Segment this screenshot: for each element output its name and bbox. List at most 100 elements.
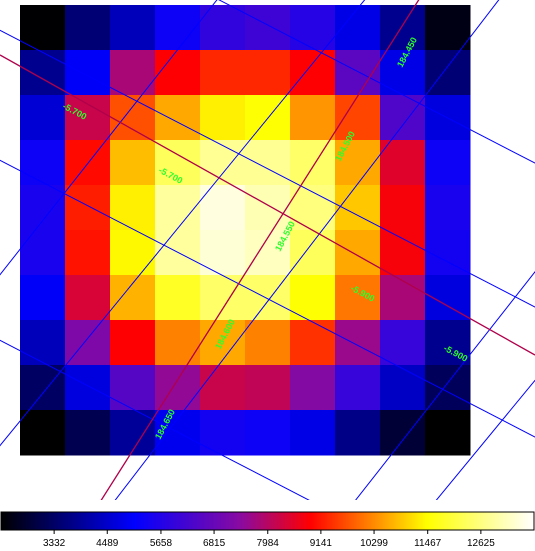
heatmap-cell (65, 365, 111, 411)
heatmap-cell (200, 230, 246, 276)
ra-gridline (355, 271, 535, 500)
heatmap-cell (20, 275, 66, 321)
heatmap-cell (245, 320, 291, 366)
heatmap-cell (65, 95, 111, 141)
heatmap-cell (110, 140, 156, 186)
heatmap-cell (425, 410, 471, 456)
heatmap-cell (200, 50, 246, 96)
heatmap-cell (20, 230, 66, 276)
heatmap-cell (290, 275, 336, 321)
ra-gridline (0, 0, 366, 447)
heatmap-cell (20, 185, 66, 231)
ra-gridline (0, 0, 218, 276)
heatmap-cell (335, 275, 381, 321)
heatmap-cell (20, 410, 66, 456)
heatmap-cell (335, 230, 381, 276)
heatmap-cell (65, 230, 111, 276)
heatmap-cell (65, 50, 111, 96)
heatmap-cell (200, 410, 246, 456)
heatmap-cell (20, 50, 66, 96)
heatmap-cell (425, 230, 471, 276)
heatmap-cell (425, 140, 471, 186)
heatmap-cell (200, 5, 246, 51)
colorbar-tick-label: 11467 (414, 538, 442, 549)
heatmap-cell (335, 365, 381, 411)
heatmap-grid (20, 5, 471, 456)
heatmap-cell (335, 95, 381, 141)
heatmap-cell (155, 95, 201, 141)
heatmap-cell (65, 320, 111, 366)
colorbar: 3332 4489 5658 6815 7984 9141 10299 11467 12625 (0, 511, 535, 549)
heatmap-cell (65, 185, 111, 231)
heatmap-cell (290, 320, 336, 366)
red-contour-line (100, 0, 420, 500)
heatmap-cell (290, 5, 336, 51)
heatmap-cell (335, 50, 381, 96)
heatmap-cell (290, 95, 336, 141)
red-contour-line (0, 54, 535, 356)
heatmap-cell (335, 5, 381, 51)
dec-gridline (0, 159, 535, 438)
heatmap-cell (245, 185, 291, 231)
heatmap-cell (245, 140, 291, 186)
heatmap-cell (200, 185, 246, 231)
colorbar-gradient (0, 511, 535, 531)
heatmap-cell (245, 50, 291, 96)
heatmap-cell (110, 185, 156, 231)
heatmap-cell (200, 140, 246, 186)
heatmap-cell (65, 275, 111, 321)
heatmap-cell (200, 275, 246, 321)
heatmap-cell (20, 140, 66, 186)
heatmap-cell (20, 5, 66, 51)
colorbar-tick-label: 6815 (203, 538, 226, 549)
heatmap-cell (245, 410, 291, 456)
colorbar-tick-label: 3332 (43, 538, 66, 549)
heatmap-cell (335, 140, 381, 186)
heatmap-cell (425, 5, 471, 51)
heatmap-cell (290, 140, 336, 186)
heatmap-cell (380, 410, 426, 456)
heatmap-cell (110, 365, 156, 411)
heatmap-cell (380, 320, 426, 366)
heatmap-cell (155, 50, 201, 96)
heatmap-cell (380, 230, 426, 276)
heatmap-cell (245, 365, 291, 411)
heatmap-cell (65, 5, 111, 51)
heatmap-cell (425, 185, 471, 231)
colorbar-tick-label: 7984 (257, 538, 280, 549)
heatmap-cell (380, 185, 426, 231)
heatmap-cell (425, 50, 471, 96)
heatmap-cell (110, 275, 156, 321)
heatmap-cell (380, 95, 426, 141)
heatmap-cell (155, 5, 201, 51)
heatmap-cell (110, 410, 156, 456)
heatmap-cell (290, 410, 336, 456)
heatmap-cell (110, 320, 156, 366)
heatmap-cell (65, 410, 111, 456)
heatmap-cell (380, 275, 426, 321)
heatmap-cell (380, 5, 426, 51)
heatmap-cell (380, 365, 426, 411)
heatmap-cell (155, 320, 201, 366)
ra-gridline (114, 0, 500, 500)
heatmap-cell (335, 410, 381, 456)
heatmap-cell (200, 95, 246, 141)
heatmap-cell (200, 320, 246, 366)
heatmap-cell (290, 230, 336, 276)
heatmap-cell (155, 275, 201, 321)
colorbar-tick-label: 9141 (310, 538, 333, 549)
colorbar-tick-label: 10299 (360, 538, 388, 549)
colorbar-tick-label: 4489 (96, 538, 119, 549)
colorbar-tick-label: 12625 (467, 538, 495, 549)
heatmap-cell (380, 50, 426, 96)
heatmap-cell (155, 185, 201, 231)
heatmap-cell (380, 140, 426, 186)
heatmap-cell (335, 320, 381, 366)
colorbar-tick-label: 5658 (150, 538, 173, 549)
dec-gridline (218, 0, 535, 164)
heatmap-cell (425, 320, 471, 366)
heatmap-cell (245, 5, 291, 51)
colorbar-ticks: 3332 4489 5658 6815 7984 9141 10299 11467 12625 (43, 530, 495, 549)
